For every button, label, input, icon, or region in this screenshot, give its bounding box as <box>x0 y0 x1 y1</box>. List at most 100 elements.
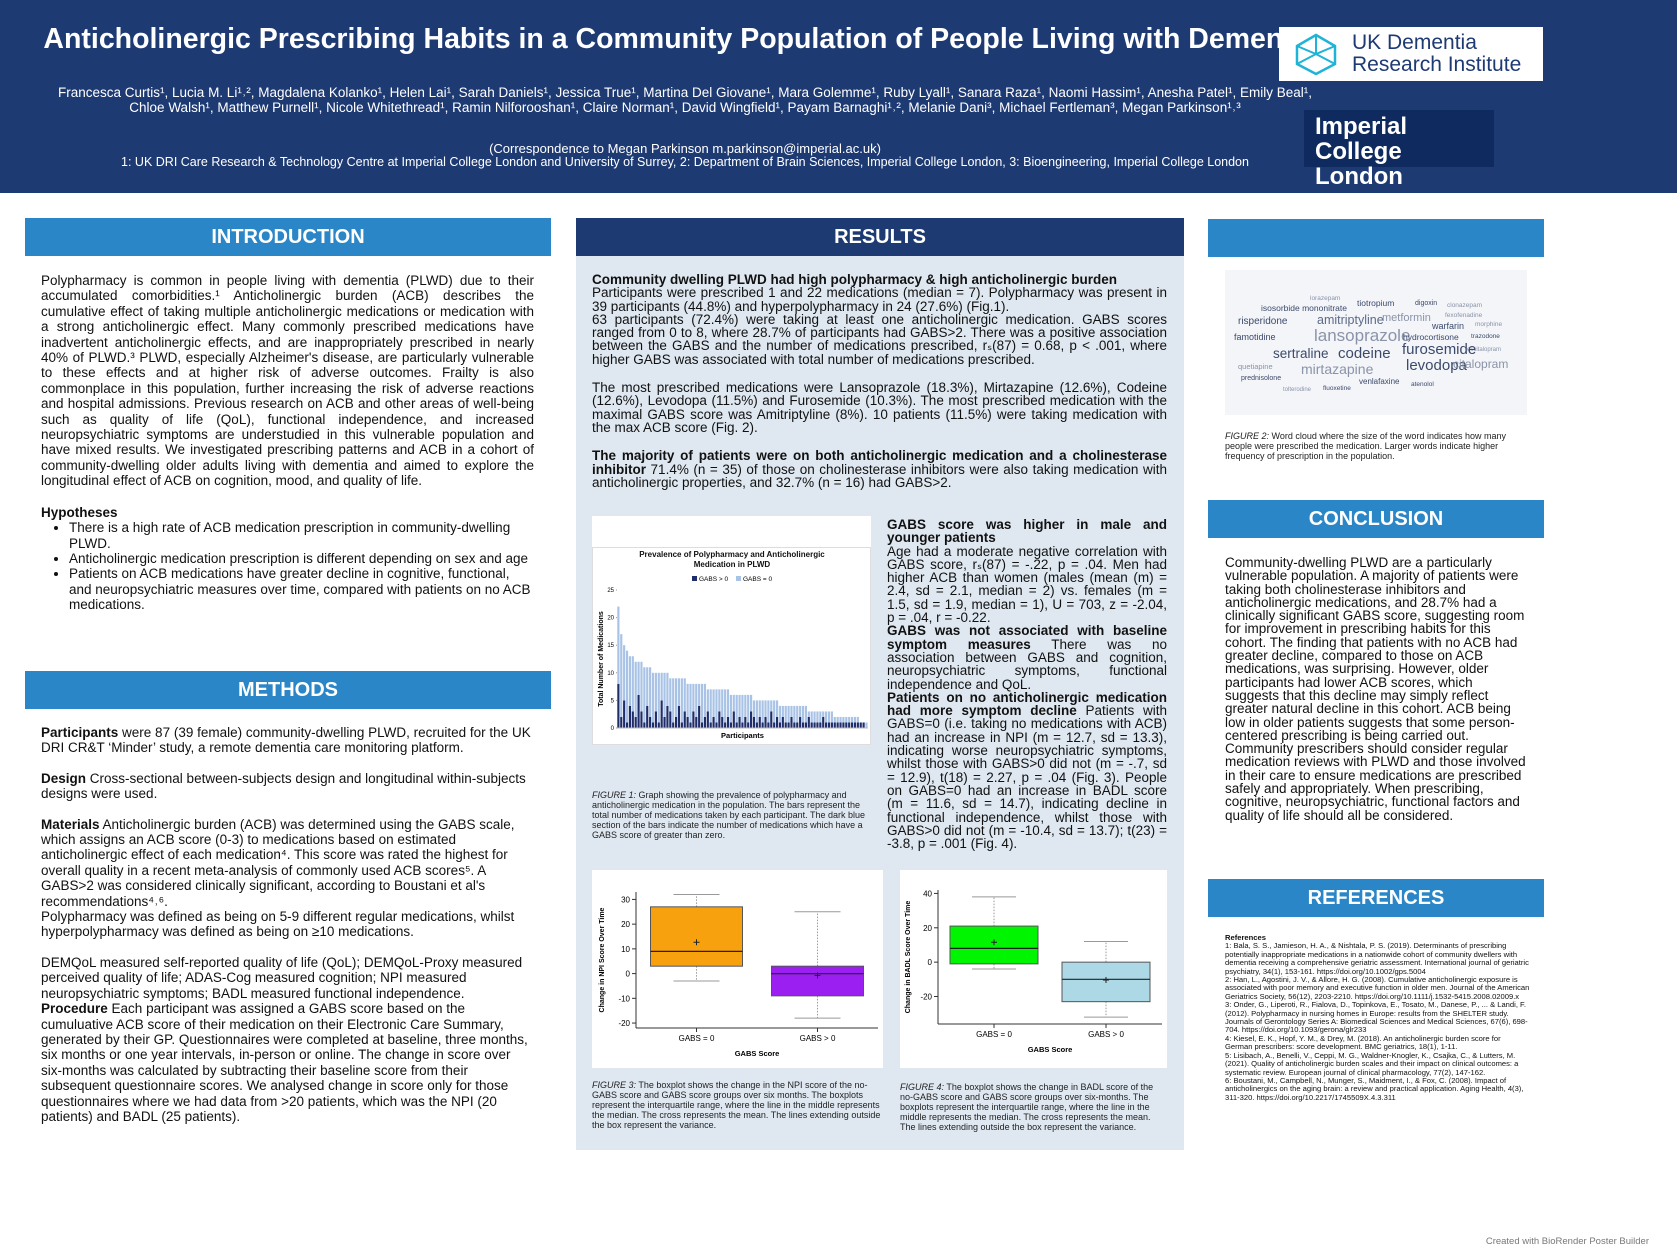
cloud-word: digoxin <box>1415 300 1437 307</box>
lead: Patients on no anticholinergic medicatio… <box>887 689 1167 719</box>
bar-segment <box>617 606 620 684</box>
bar-segment <box>744 694 747 717</box>
bar-segment <box>764 716 767 728</box>
bar-segment <box>758 700 761 717</box>
reference: 4: Kiesel, E. K., Hopf, Y. M., & Drey, M… <box>1225 1033 1501 1052</box>
bar-segment <box>724 722 727 728</box>
x-tick-label: GABS > 0 <box>1088 1030 1124 1039</box>
introduction: Polypharmacy is common in people living … <box>41 273 534 613</box>
y-axis-label: Change in BADL Score Over Time <box>905 901 912 1014</box>
caption-label: FIGURE 1: <box>592 790 637 800</box>
lead: Procedure <box>41 1001 108 1017</box>
reference: 5: Lisibach, A., Benelli, V., Ceppi, M. … <box>1225 1050 1519 1077</box>
chart-frame <box>592 547 871 745</box>
caption-text: Graph showing the prevalence of polyphar… <box>592 790 865 840</box>
bar-segment <box>862 722 865 728</box>
bar-segment <box>767 700 770 723</box>
bar-segment <box>778 722 782 728</box>
bar-segment <box>801 705 805 723</box>
bar-segment <box>683 678 686 712</box>
bar-segment <box>715 689 718 723</box>
mean-marker <box>991 939 997 946</box>
bar-segment <box>741 722 744 728</box>
cloud-word: lansoprazole <box>1314 326 1410 345</box>
bar-segment <box>677 705 681 728</box>
caption: FIGURE 1: Graph showing the prevalence o… <box>592 790 872 840</box>
bar-segment <box>689 683 692 723</box>
reference: 1: Bala, S. S., Jamieson, H. A., & Nisht… <box>1225 941 1529 976</box>
bar-segment <box>663 716 666 728</box>
caption-label: FIGURE 4: <box>900 1082 945 1092</box>
bar-segment <box>672 678 675 723</box>
bar-segment <box>807 711 810 717</box>
bar-segment <box>706 711 709 728</box>
bar-segment <box>637 694 640 728</box>
bar-segment <box>643 722 646 728</box>
caption: FIGURE 4: The boxplot shows the change i… <box>900 1082 1168 1132</box>
bar-segment <box>686 683 689 717</box>
paragraph: 63 participants (72.4%) were taking at l… <box>592 313 1167 366</box>
figure-3: -20 -10 0 10 20 30 Change in NPI Score Over Ti… <box>592 870 883 1068</box>
bar-segment <box>657 722 660 728</box>
x-axis-label: GABS Score <box>735 1049 780 1058</box>
bar-segment <box>773 722 776 728</box>
correspondence: (Correspondence to Megan Parkinson m.par… <box>489 141 881 156</box>
bar-segment <box>845 722 848 728</box>
logo-text: UK Dementia <box>1352 31 1477 54</box>
bar-segment <box>640 711 643 728</box>
cloud-word: famotidine <box>1234 332 1276 342</box>
caption: FIGURE 2: Word cloud where the size of t… <box>1225 431 1530 461</box>
text: Patients with GABS=0 (i.e. taking no med… <box>887 703 1167 852</box>
bar-segment <box>804 705 807 723</box>
title: Anticholinergic Prescribing Habits in a … <box>43 23 1317 55</box>
section-heading <box>1208 219 1544 257</box>
y-tick-label: 40 <box>923 889 932 898</box>
legend-label: GABS > 0 <box>699 576 728 583</box>
bar-segment <box>738 694 741 717</box>
text: Cross-sectional between-subjects design … <box>41 770 526 802</box>
lead: GABS score was higher in male and younge… <box>887 517 1167 546</box>
bar-segment <box>781 716 784 728</box>
bar-segment <box>764 700 767 717</box>
bar-segment <box>620 634 623 717</box>
bar-segment <box>807 716 810 728</box>
bar-segment <box>819 711 822 723</box>
bar-segment <box>853 722 857 728</box>
methods: Participants were 87 (39 female) communi… <box>41 725 534 1139</box>
bar-segment <box>732 711 735 728</box>
lead: The majority of patients were on both an… <box>592 448 1167 477</box>
bar-segment <box>796 705 799 723</box>
paragraph: DEMQoL measured self-reported quality of… <box>41 955 534 1001</box>
cloud-word: furosemide <box>1402 341 1476 358</box>
bar-segment <box>718 711 721 728</box>
bar-segment <box>726 689 730 717</box>
bar-segment <box>816 711 819 723</box>
y-axis-label: Total Number of Medications <box>598 611 605 707</box>
bar-segment <box>643 667 646 723</box>
mean-marker <box>814 972 821 979</box>
bar-segment <box>703 716 707 728</box>
paragraph: Procedure Each participant was assigned … <box>41 1001 534 1124</box>
y-tick-label: 20 <box>607 616 614 622</box>
bar-segment <box>810 711 813 723</box>
bar-segment <box>848 722 851 728</box>
cloud-word: tolterodine <box>1283 387 1312 393</box>
bar-segment <box>767 722 770 728</box>
bar-segment <box>654 672 657 712</box>
x-tick-label: GABS = 0 <box>679 1034 715 1043</box>
bar-segment <box>810 722 813 728</box>
cloud-word: clonazepam <box>1447 302 1482 309</box>
bar-segment <box>750 711 753 728</box>
bar-segment <box>700 683 704 723</box>
bar-segment <box>839 716 842 723</box>
y-tick-label: 10 <box>607 671 614 677</box>
subheading: Hypotheses <box>41 504 118 520</box>
y-tick-label: 15 <box>607 643 614 649</box>
section-heading: INTRODUCTION <box>25 218 551 256</box>
bar-segment <box>773 700 776 723</box>
lead: Design <box>41 770 87 786</box>
chart-title: Prevalence of Polypharmacy and Anticholi… <box>639 550 825 569</box>
reference: 2: Han, L., Agostini, J. V., & Allore, H… <box>1225 975 1530 1001</box>
bar-segment <box>833 722 836 728</box>
